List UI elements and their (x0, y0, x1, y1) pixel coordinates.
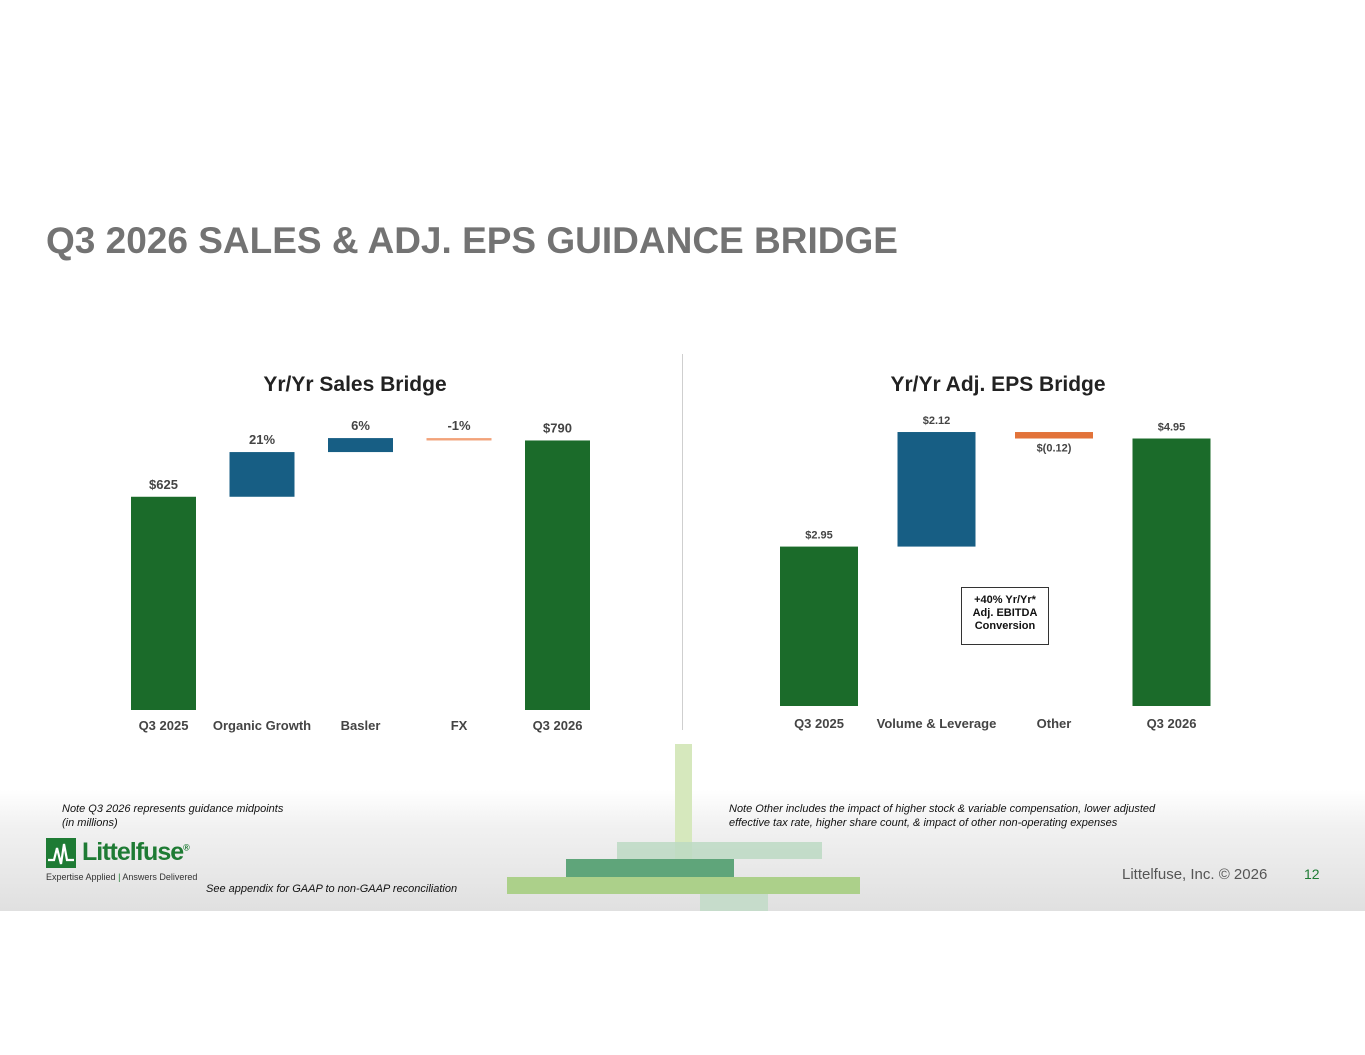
note-left: Note Q3 2026 represents guidance midpoin… (62, 802, 283, 830)
tagline-right: Answers Delivered (122, 872, 198, 882)
decorative-block (700, 894, 768, 911)
logo-wordmark: Littelfuse® (82, 838, 190, 867)
data-label: $2.95 (805, 530, 833, 542)
bar-q3-2025 (780, 546, 858, 706)
note-left-line-2: (in millions) (62, 817, 118, 829)
bar-other (1015, 432, 1093, 439)
data-label: 21% (249, 432, 275, 447)
note-right-line-2: effective tax rate, higher share count, … (729, 817, 1118, 829)
page-number: 12 (1304, 866, 1320, 882)
copyright: Littelfuse, Inc. © 2026 (1122, 866, 1268, 883)
data-label: $(0.12) (1037, 443, 1072, 455)
decorative-block (566, 859, 734, 877)
littelfuse-logo-icon (46, 838, 76, 868)
callout-line-2: Adj. EBITDA (972, 607, 1038, 619)
decorative-block (507, 877, 860, 894)
category-label: Volume & Leverage (877, 716, 997, 731)
eps-chart-title: Yr/Yr Adj. EPS Bridge (890, 373, 1106, 396)
bar-basler (328, 438, 393, 453)
category-label: Basler (341, 718, 381, 733)
appendix-note: See appendix for GAAP to non-GAAP reconc… (206, 883, 458, 895)
note-left-line-1: Note Q3 2026 represents guidance midpoin… (62, 803, 284, 815)
callout-line-1: +40% Yr/Yr* (974, 594, 1036, 606)
eps-bridge-chart: $2.95 Q3 2025 $2.12 Volume & Leverage $(0.12… (780, 415, 1211, 731)
data-label: 6% (351, 418, 370, 433)
category-label: Q3 2025 (794, 716, 844, 731)
bar-organic-growth (229, 452, 295, 497)
data-label: $4.95 (1158, 422, 1186, 434)
chart-divider (682, 354, 683, 730)
bar-q3-2025 (131, 496, 196, 710)
decorative-block (675, 744, 692, 859)
bar-q3-2026 (525, 440, 590, 710)
bar-q3-2026 (1132, 438, 1211, 706)
data-label: -1% (447, 418, 471, 433)
note-right-line-1: Note Other includes the impact of higher… (729, 803, 1156, 815)
data-label: $625 (149, 477, 178, 492)
bar-volume-leverage (897, 432, 976, 547)
sales-chart-title: Yr/Yr Sales Bridge (263, 373, 447, 396)
category-label: FX (451, 718, 468, 733)
data-label: $2.12 (923, 415, 951, 427)
category-label: Q3 2025 (139, 718, 189, 733)
sales-bridge-chart: $625 Q3 2025 21% Organic Growth 6% Basler -1% F… (131, 418, 590, 733)
category-label: Q3 2026 (1147, 716, 1197, 731)
note-right: Note Other includes the impact of higher… (729, 802, 1155, 830)
tagline-left: Expertise Applied (46, 872, 116, 882)
callout-line-3: Conversion (974, 620, 1036, 632)
logo-tagline: Expertise Applied | Answers Delivered (46, 872, 198, 882)
logo-word: Littelfuse (82, 838, 184, 866)
bar-fx (426, 438, 492, 441)
category-label: Q3 2026 (533, 718, 583, 733)
page-title: Q3 2026 SALES & ADJ. EPS GUIDANCE BRIDGE (46, 220, 898, 261)
ebitda-conversion-callout: +40% Yr/Yr* Adj. EBITDA Conversion (961, 587, 1049, 645)
logo-registered-mark: ® (183, 842, 190, 853)
data-label: $790 (543, 420, 572, 435)
decorative-block (617, 842, 822, 859)
category-label: Organic Growth (213, 718, 311, 733)
category-label: Other (1037, 716, 1072, 731)
